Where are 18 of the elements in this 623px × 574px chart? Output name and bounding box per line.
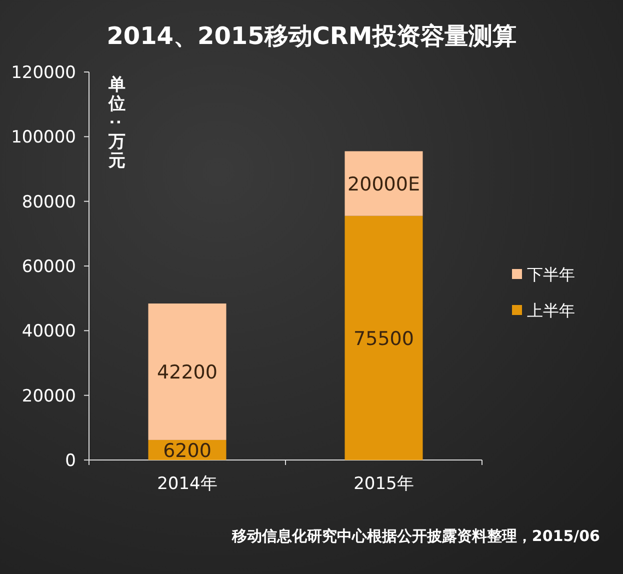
y-tick-label: 0	[65, 451, 76, 471]
y-tick-label: 100000	[11, 128, 76, 148]
x-tick-label: 2015年	[354, 474, 414, 494]
legend-label: 下半年	[527, 265, 575, 284]
data-label: 20000E	[348, 174, 420, 196]
y-tick-label: 60000	[22, 257, 76, 277]
data-label: 6200	[163, 440, 212, 462]
data-label: 42200	[157, 362, 218, 384]
title: 2014、2015移动CRM投资容量测算	[106, 22, 516, 50]
x-tick-label: 2014年	[157, 474, 218, 494]
text: 移动信息化研究中心根据公开披露资料整理，2015/06	[230, 527, 600, 545]
legend-label: 上半年	[527, 301, 575, 320]
y-tick-label: 120000	[11, 63, 76, 83]
y-tick-label: 80000	[22, 192, 76, 212]
y-tick-label: 20000	[22, 386, 76, 406]
y-axis-title: 单位：万元	[106, 75, 126, 171]
y-tick-label: 40000	[22, 322, 76, 342]
data-label: 75500	[354, 328, 414, 350]
